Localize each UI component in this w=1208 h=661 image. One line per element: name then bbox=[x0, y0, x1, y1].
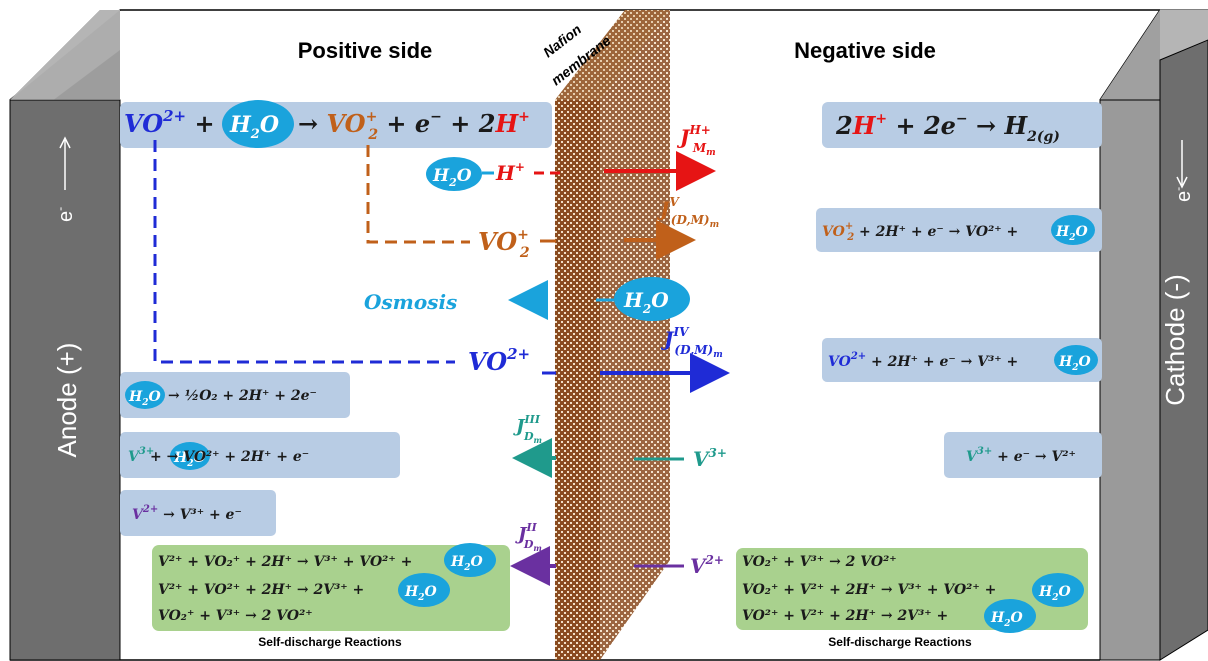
cathode-electrode: Cathode (-) e- bbox=[1099, 10, 1208, 661]
neg-vo2-reaction: VO+ 2 + 2H⁺ + e⁻ → VO²⁺ + H2O bbox=[816, 208, 1102, 252]
self-discharge-caption-left: Self-discharge Reactions bbox=[258, 635, 402, 649]
negative-side-title: Negative side bbox=[794, 38, 936, 63]
v2-transport: JII Dm V2+ bbox=[510, 521, 724, 586]
pos-v2-reaction: V2+ → V³⁺ + e⁻ bbox=[120, 490, 276, 536]
svg-text:H2O: H2O bbox=[1038, 584, 1072, 603]
svg-text:V3+: V3+ bbox=[693, 446, 727, 471]
svg-text:VO2+ + 2H⁺ + e⁻ → V³⁺ +: VO2+ + 2H⁺ + e⁻ → V³⁺ + bbox=[828, 351, 1018, 370]
positive-main-reaction: VO2+ + H2O → VO+ 2 + e− + 2H+ bbox=[120, 100, 552, 148]
svg-text:VO+2 + 2H⁺ + e⁻ → VO²⁺ +: VO+ 2 + 2H⁺ + e⁻ → VO²⁺ + bbox=[822, 221, 1018, 243]
osmosis-transport: Osmosis H2O bbox=[364, 277, 690, 321]
svg-text:VO2+ +: VO2+ + bbox=[124, 107, 215, 138]
svg-text:H2O: H2O bbox=[128, 389, 162, 408]
svg-text:2H+ + 2e− → H2(g): 2H+ + 2e− → H2(g) bbox=[835, 111, 1060, 145]
vo2plus-dashed-path bbox=[153, 140, 455, 364]
svg-text:VO₂⁺ + V³⁺ → 2 VO²⁺: VO₂⁺ + V³⁺ → 2 VO²⁺ bbox=[158, 608, 313, 624]
svg-text:Osmosis: Osmosis bbox=[364, 290, 457, 314]
svg-text:VO2+: VO2+ bbox=[468, 345, 530, 376]
svg-text:→ VO+2 + e− + 2H+: → VO+ 2 + e− + 2H+ bbox=[298, 109, 530, 143]
svg-text:VO₂⁺ + V²⁺ + 2H⁺ → V³⁺ + VO²⁺: VO₂⁺ + V²⁺ + 2H⁺ → V³⁺ + VO²⁺ + bbox=[742, 582, 996, 598]
hplus-transport: H2O H+ JH+ Mm bbox=[426, 123, 716, 191]
svg-text:H2O: H2O bbox=[1055, 224, 1089, 243]
self-discharge-left: V²⁺ + VO₂⁺ + 2H⁺ → V³⁺ + VO²⁺ + H2O V²⁺ … bbox=[152, 543, 510, 649]
vo2-transport: VO+ 2 JV (D,M)m bbox=[478, 195, 719, 261]
electron-up-arrow-icon bbox=[59, 136, 71, 149]
svg-text:H2O: H2O bbox=[432, 166, 472, 189]
svg-text:VO²⁺ + V²⁺ + 2H⁺ → 2V³⁺ +: VO²⁺ + V²⁺ + 2H⁺ → 2V³⁺ + bbox=[742, 608, 948, 624]
self-discharge-right: VO₂⁺ + V³⁺ → 2 VO²⁺ VO₂⁺ + V²⁺ + 2H⁺ → V… bbox=[736, 548, 1088, 649]
svg-text:H2O: H2O bbox=[990, 610, 1024, 629]
svg-text:VO₂⁺ + V³⁺ → 2 VO²⁺: VO₂⁺ + V³⁺ → 2 VO²⁺ bbox=[742, 554, 897, 570]
cathode-label: Cathode (-) bbox=[1160, 274, 1190, 406]
pos-o2-reaction: H2O → ½O₂ + 2H⁺ + 2e⁻ bbox=[120, 372, 350, 418]
svg-text:H2O: H2O bbox=[404, 584, 438, 603]
svg-text:H2O: H2O bbox=[450, 554, 484, 573]
pos-v3-reaction-text: + → VO²⁺ + 2H⁺ + e⁻ bbox=[150, 449, 309, 465]
pos-v3-reaction: V3+ H2O + → VO²⁺ + 2H⁺ + e⁻ bbox=[120, 432, 400, 478]
vo2plus-transport: VO2+ JIV (D,M)m bbox=[468, 325, 730, 393]
anode-electron-label: e- bbox=[53, 207, 77, 222]
svg-text:H+: H+ bbox=[495, 160, 525, 185]
svg-text:V2+: V2+ bbox=[690, 553, 724, 578]
neg-v3-reaction: V3+ + e⁻ → V²⁺ bbox=[944, 432, 1102, 478]
vo2-dashed-path bbox=[366, 145, 470, 244]
svg-text:VO+2: VO+ 2 bbox=[478, 227, 530, 261]
svg-text:H2O: H2O bbox=[1058, 354, 1092, 373]
svg-text:V²⁺ + VO₂⁺ + 2H⁺ → V³⁺ + VO²⁺: V²⁺ + VO₂⁺ + 2H⁺ → V³⁺ + VO²⁺ + bbox=[158, 554, 412, 570]
anode-label: Anode (+) bbox=[52, 343, 82, 458]
neg-vo2plus-reaction: VO2+ + 2H⁺ + e⁻ → V³⁺ + H2O bbox=[822, 338, 1102, 382]
self-discharge-caption-right: Self-discharge Reactions bbox=[828, 635, 972, 649]
svg-text:JH+Mm: JH+ Mm bbox=[676, 123, 716, 158]
nafion-membrane: Nafion membrane bbox=[540, 10, 670, 660]
svg-text:V3+ + e⁻ → V²⁺: V3+ + e⁻ → V²⁺ bbox=[966, 446, 1076, 465]
negative-main-reaction: 2H+ + 2e− → H2(g) bbox=[822, 102, 1102, 148]
cathode-electron-label: e- bbox=[1171, 187, 1195, 202]
svg-text:V3+: V3+ bbox=[128, 446, 154, 465]
svg-text:H2O: H2O bbox=[229, 112, 279, 142]
anode-electrode: Anode (+) e- bbox=[9, 10, 121, 661]
svg-text:H2O: H2O bbox=[173, 450, 207, 469]
positive-side-title: Positive side bbox=[298, 38, 433, 63]
svg-text:H2O: H2O bbox=[623, 288, 669, 316]
svg-text:JV(D,M)m: JV (D,M)m bbox=[656, 195, 719, 230]
v3-transport: JIII Dm V3+ bbox=[512, 413, 727, 478]
svg-text:→ ½O₂ + 2H⁺ + 2e⁻: → ½O₂ + 2H⁺ + 2e⁻ bbox=[168, 388, 317, 404]
svg-text:JIV(D,M)m: JIV (D,M)m bbox=[660, 325, 723, 360]
electron-down-arrow-icon bbox=[1176, 176, 1188, 189]
svg-text:V²⁺ + VO²⁺ + 2H⁺ → 2V³⁺ +: V²⁺ + VO²⁺ + 2H⁺ → 2V³⁺ + bbox=[158, 582, 364, 598]
svg-text:V2+ → V³⁺ + e⁻: V2+ → V³⁺ + e⁻ bbox=[132, 504, 242, 523]
